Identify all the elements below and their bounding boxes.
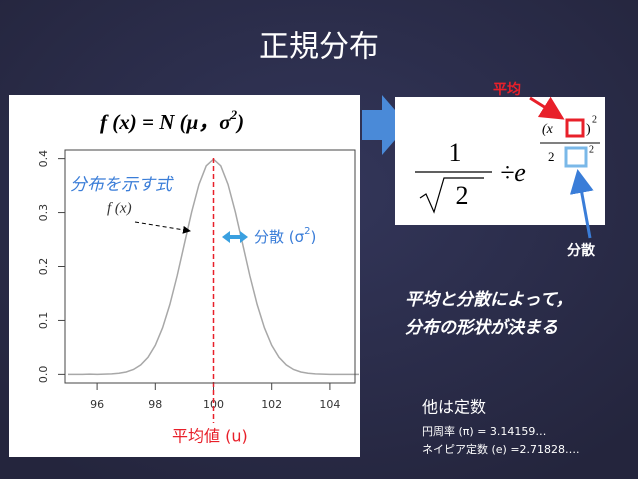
chart-panel [9, 95, 360, 457]
formula-exp-den-sup: 2 [589, 144, 594, 155]
slide-title: 正規分布 [259, 30, 379, 65]
y-tick-label: 0.3 [37, 204, 50, 222]
variance-label-arrow [569, 169, 594, 239]
annotation-curve: 分布を示す式 [70, 175, 174, 195]
variance-text: 分散 (σ [254, 228, 305, 246]
formula-numerator: 1 [449, 138, 462, 167]
formula-root: 2 [456, 181, 469, 210]
variance-sup: 2 [304, 226, 310, 237]
annotation-fx: f (x) [107, 200, 132, 216]
variance-box [564, 146, 588, 168]
x-tick-label: 102 [261, 398, 282, 411]
x-tick-label: 96 [90, 398, 104, 411]
formula-exp-den: 2 [548, 149, 555, 164]
formula-title-text: f (x) = N (μ，σ [100, 110, 231, 134]
root-sign [419, 177, 484, 214]
formula-exp-num: (x [542, 122, 554, 137]
y-tick-label: 0.1 [37, 312, 50, 330]
constants-line: 円周率 (π) = 3.14159… [422, 424, 546, 438]
plot-frame [64, 149, 356, 384]
formula-title-close: ) [235, 110, 244, 134]
plot: 0.0 0.1 0.2 0.3 0.4 96 98 100 102 104 [37, 150, 359, 423]
variance-close: ) [311, 228, 317, 246]
formula-title: f (x) = N (μ，σ2) [100, 107, 244, 134]
big-arrow [362, 95, 408, 155]
variance-arrow [222, 231, 248, 243]
x-tick-label: 98 [148, 398, 162, 411]
statement-line: 分布の形状が決まる [405, 318, 558, 338]
label-variance: 分散 [567, 242, 596, 259]
annotation-arrow [134, 221, 191, 234]
formula-exp-num-sup: 2 [592, 114, 597, 125]
x-tick-label: 104 [319, 398, 340, 411]
y-tick-label: 0.2 [37, 258, 50, 276]
constants-heading: 他は定数 [422, 398, 486, 417]
annotation-mean: 平均値 (u) [172, 427, 248, 446]
formula-title-sup: 2 [230, 107, 238, 122]
formula-exp-num-close: ) [586, 122, 591, 137]
statement-line: 平均と分散によって， [405, 290, 572, 310]
formula-operator: ÷e [500, 158, 526, 187]
constants-line: ネイピア定数 (e) =2.71828…. [422, 442, 580, 456]
label-mean: 平均 [493, 81, 521, 98]
y-tick-label: 0.4 [37, 150, 50, 168]
x-tick-label: 100 [203, 398, 224, 411]
mean-arrow [529, 96, 565, 120]
y-tick-label: 0.0 [37, 366, 50, 384]
annotation-variance: 分散 (σ2) [254, 226, 316, 246]
mean-box [565, 118, 585, 138]
